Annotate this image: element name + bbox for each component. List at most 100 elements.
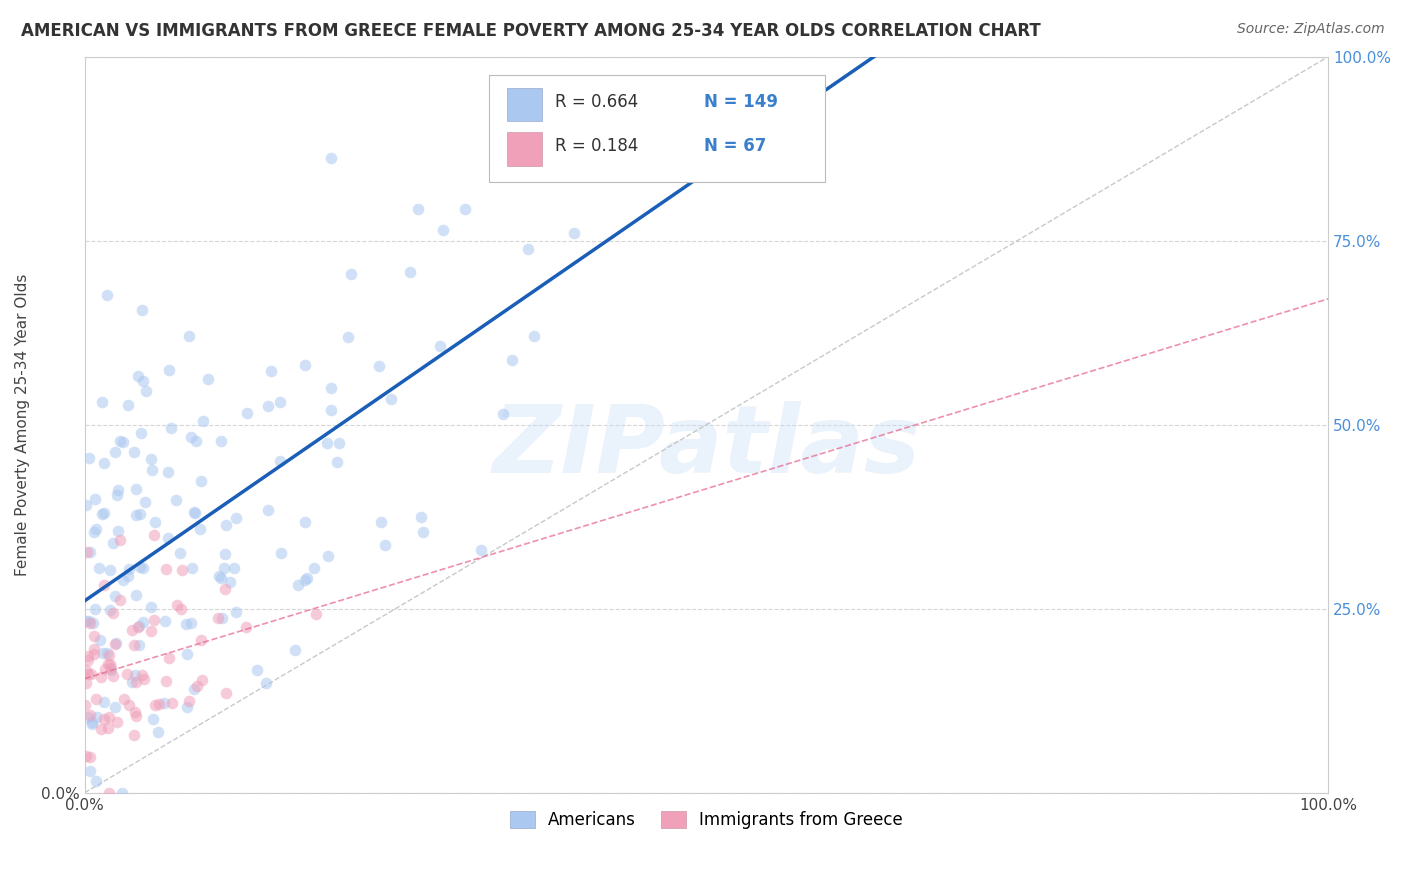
Point <box>219 574 242 589</box>
Point <box>184 434 207 448</box>
Point <box>152 697 174 711</box>
Point <box>374 538 396 552</box>
Point <box>125 508 148 522</box>
Point <box>131 668 153 682</box>
Point <box>197 372 219 386</box>
Point <box>180 430 202 444</box>
Point <box>269 395 291 409</box>
Point <box>184 506 207 520</box>
Point <box>105 488 128 502</box>
Point <box>399 265 422 279</box>
Point <box>132 561 155 575</box>
Point <box>76 545 98 559</box>
Point <box>143 698 166 712</box>
Point <box>260 363 283 377</box>
Point <box>183 681 205 696</box>
Point <box>96 646 118 660</box>
Point <box>367 359 389 373</box>
Point <box>596 87 619 101</box>
Point <box>84 692 107 706</box>
Point <box>142 712 165 726</box>
Text: N = 67: N = 67 <box>704 137 766 155</box>
Point <box>83 647 105 661</box>
Point <box>256 503 278 517</box>
Point <box>160 697 183 711</box>
Point <box>90 722 112 736</box>
Point <box>157 651 180 665</box>
Point <box>79 708 101 723</box>
Legend: Americans, Immigrants from Greece: Americans, Immigrants from Greece <box>503 805 910 836</box>
Point <box>294 515 316 529</box>
Point <box>254 676 277 690</box>
Point <box>80 667 103 681</box>
Point <box>110 434 132 448</box>
Point <box>319 402 342 417</box>
Point <box>75 663 97 677</box>
Point <box>104 590 127 604</box>
FancyBboxPatch shape <box>508 88 543 121</box>
Point <box>595 162 617 177</box>
Point <box>134 495 156 509</box>
Text: Source: ZipAtlas.com: Source: ZipAtlas.com <box>1237 22 1385 37</box>
Point <box>80 717 103 731</box>
Point <box>501 353 523 368</box>
Point <box>160 420 183 434</box>
Point <box>319 381 342 395</box>
Point <box>209 571 232 585</box>
Point <box>142 613 165 627</box>
Point <box>142 528 165 542</box>
Point <box>156 465 179 479</box>
Point <box>207 611 229 625</box>
Point <box>236 406 259 420</box>
Point <box>79 450 101 465</box>
Point <box>98 602 121 616</box>
Point <box>77 615 100 629</box>
Point <box>98 648 121 663</box>
Text: ZIPatlas: ZIPatlas <box>492 401 921 492</box>
Point <box>148 697 170 711</box>
Point <box>84 522 107 536</box>
Point <box>215 686 238 700</box>
Point <box>165 493 187 508</box>
Point <box>87 561 110 575</box>
Point <box>83 629 105 643</box>
Point <box>93 695 115 709</box>
Point <box>124 705 146 719</box>
Point <box>132 615 155 629</box>
Text: R = 0.184: R = 0.184 <box>555 137 638 155</box>
Point <box>125 588 148 602</box>
Point <box>91 394 114 409</box>
Point <box>270 546 292 560</box>
Point <box>124 668 146 682</box>
Point <box>122 728 145 742</box>
Point <box>305 607 328 621</box>
Point <box>606 93 628 107</box>
Point <box>454 202 477 216</box>
Point <box>93 578 115 592</box>
Point <box>155 673 177 688</box>
Point <box>125 483 148 497</box>
Point <box>86 710 108 724</box>
Point <box>225 605 247 619</box>
FancyBboxPatch shape <box>508 133 543 166</box>
Point <box>91 646 114 660</box>
Point <box>179 694 201 708</box>
Point <box>127 368 149 383</box>
Point <box>132 672 155 686</box>
Point <box>139 600 162 615</box>
Point <box>122 639 145 653</box>
Point <box>101 535 124 549</box>
Point <box>83 642 105 657</box>
Point <box>98 562 121 576</box>
Point <box>80 714 103 729</box>
Point <box>169 546 191 560</box>
Point <box>429 339 451 353</box>
Point <box>157 362 180 376</box>
Point <box>104 637 127 651</box>
Point <box>77 667 100 681</box>
Point <box>177 329 200 343</box>
Point <box>190 632 212 647</box>
Point <box>302 561 325 575</box>
Point <box>79 764 101 778</box>
Point <box>576 103 599 117</box>
